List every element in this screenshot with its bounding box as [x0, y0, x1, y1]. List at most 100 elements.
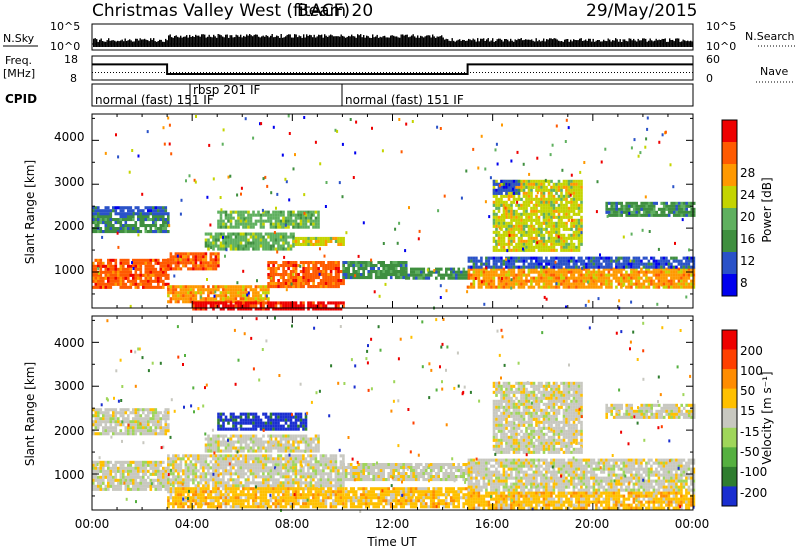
heat-cell: [230, 226, 233, 229]
heat-cell: [247, 226, 250, 229]
heat-cell: [205, 267, 208, 270]
noise-bar: [353, 36, 354, 47]
heat-cell: [633, 202, 636, 205]
heat-cell: [177, 267, 180, 270]
noise-bar: [480, 39, 481, 47]
heat-cell: [147, 464, 150, 467]
heat-cell: [215, 264, 218, 267]
heat-cell: [127, 277, 130, 280]
heat-cell: [262, 285, 265, 288]
heat-cell: [673, 257, 676, 260]
heat-cell: [618, 208, 621, 211]
heat-cell: [327, 273, 330, 276]
heat-cell: [558, 235, 560, 238]
heat-cell: [508, 204, 511, 207]
heat-cell: [495, 180, 498, 183]
heat-cell: [285, 261, 288, 264]
heat-cell: [235, 233, 238, 236]
heat-cell: [500, 237, 503, 240]
heat-cell: [325, 276, 328, 279]
heat-cell: [332, 279, 335, 282]
heat-cell: [224, 255, 226, 258]
heat-cell: [175, 454, 178, 457]
heat-cell: [552, 144, 554, 147]
heat-cell: [185, 252, 188, 255]
heat-cell: [380, 261, 383, 264]
heat-cell: [282, 214, 285, 217]
heat-cell: [553, 213, 556, 216]
heat-cell: [110, 467, 113, 470]
heat-cell: [125, 230, 128, 233]
heat-cell: [265, 214, 268, 217]
heat-cell: [498, 210, 501, 213]
heat-cell: [122, 262, 125, 265]
heat-cell: [169, 143, 171, 146]
heat-cell: [289, 132, 291, 135]
heat-cell: [152, 218, 155, 221]
heat-cell: [170, 252, 173, 255]
heat-cell: [535, 263, 538, 266]
heat-cell: [145, 218, 148, 221]
heat-cell: [312, 237, 315, 240]
heat-cell: [192, 294, 195, 297]
heat-cell: [573, 243, 576, 246]
heat-cell: [285, 285, 288, 288]
heat-cell: [97, 218, 100, 221]
noise-bar: [585, 40, 586, 48]
heat-cell: [185, 285, 188, 288]
heat-cell: [548, 263, 551, 266]
heat-cell: [179, 258, 181, 261]
heat-cell: [208, 144, 210, 147]
heat-cell: [550, 192, 553, 195]
heat-cell: [475, 266, 478, 269]
heat-cell: [160, 417, 163, 420]
heat-cell: [112, 467, 115, 470]
heat-cell: [127, 274, 130, 277]
heat-cell: [115, 429, 118, 432]
heat-cell: [440, 277, 443, 280]
heat-cell: [220, 196, 222, 199]
heat-cell: [287, 248, 290, 251]
heat-cell: [528, 257, 531, 260]
heat-cell: [493, 192, 496, 195]
heat-cell: [230, 285, 233, 288]
heat-cell: [110, 268, 113, 271]
heat-cell: [167, 300, 170, 303]
heat-cell: [668, 211, 671, 214]
heat-cell: [202, 304, 205, 307]
heat-cell: [225, 211, 228, 214]
heat-cell: [555, 216, 558, 219]
heat-cell: [665, 274, 668, 277]
heat-cell: [200, 252, 203, 255]
heat-cell: [95, 283, 98, 286]
heat-cell: [207, 291, 210, 294]
heat-cell: [165, 429, 168, 432]
heat-cell: [340, 279, 343, 282]
heat-cell: [260, 242, 263, 245]
heat-cell: [312, 243, 315, 246]
heat-cell: [634, 138, 636, 141]
heat-cell: [648, 260, 651, 263]
heat-cell: [518, 277, 521, 280]
heat-cell: [508, 271, 511, 274]
heat-cell: [325, 267, 328, 270]
heat-cell: [580, 186, 583, 189]
heat-cell: [400, 270, 403, 273]
heat-cell: [322, 301, 325, 304]
heat-cell: [105, 432, 108, 435]
heat-cell: [530, 225, 533, 228]
heat-cell: [530, 207, 533, 210]
noise-bar: [615, 38, 616, 47]
heat-cell: [167, 454, 170, 457]
heat-cell: [382, 267, 385, 270]
heat-cell: [287, 261, 290, 264]
heat-cell: [210, 261, 213, 264]
heat-cell: [658, 260, 661, 263]
heat-cell: [242, 285, 245, 288]
heat-cell: [518, 207, 521, 210]
heat-cell: [505, 201, 508, 204]
heat-cell: [680, 280, 683, 283]
heat-cell: [673, 280, 676, 283]
heat-cell: [240, 217, 243, 220]
noise-bar: [567, 39, 568, 47]
